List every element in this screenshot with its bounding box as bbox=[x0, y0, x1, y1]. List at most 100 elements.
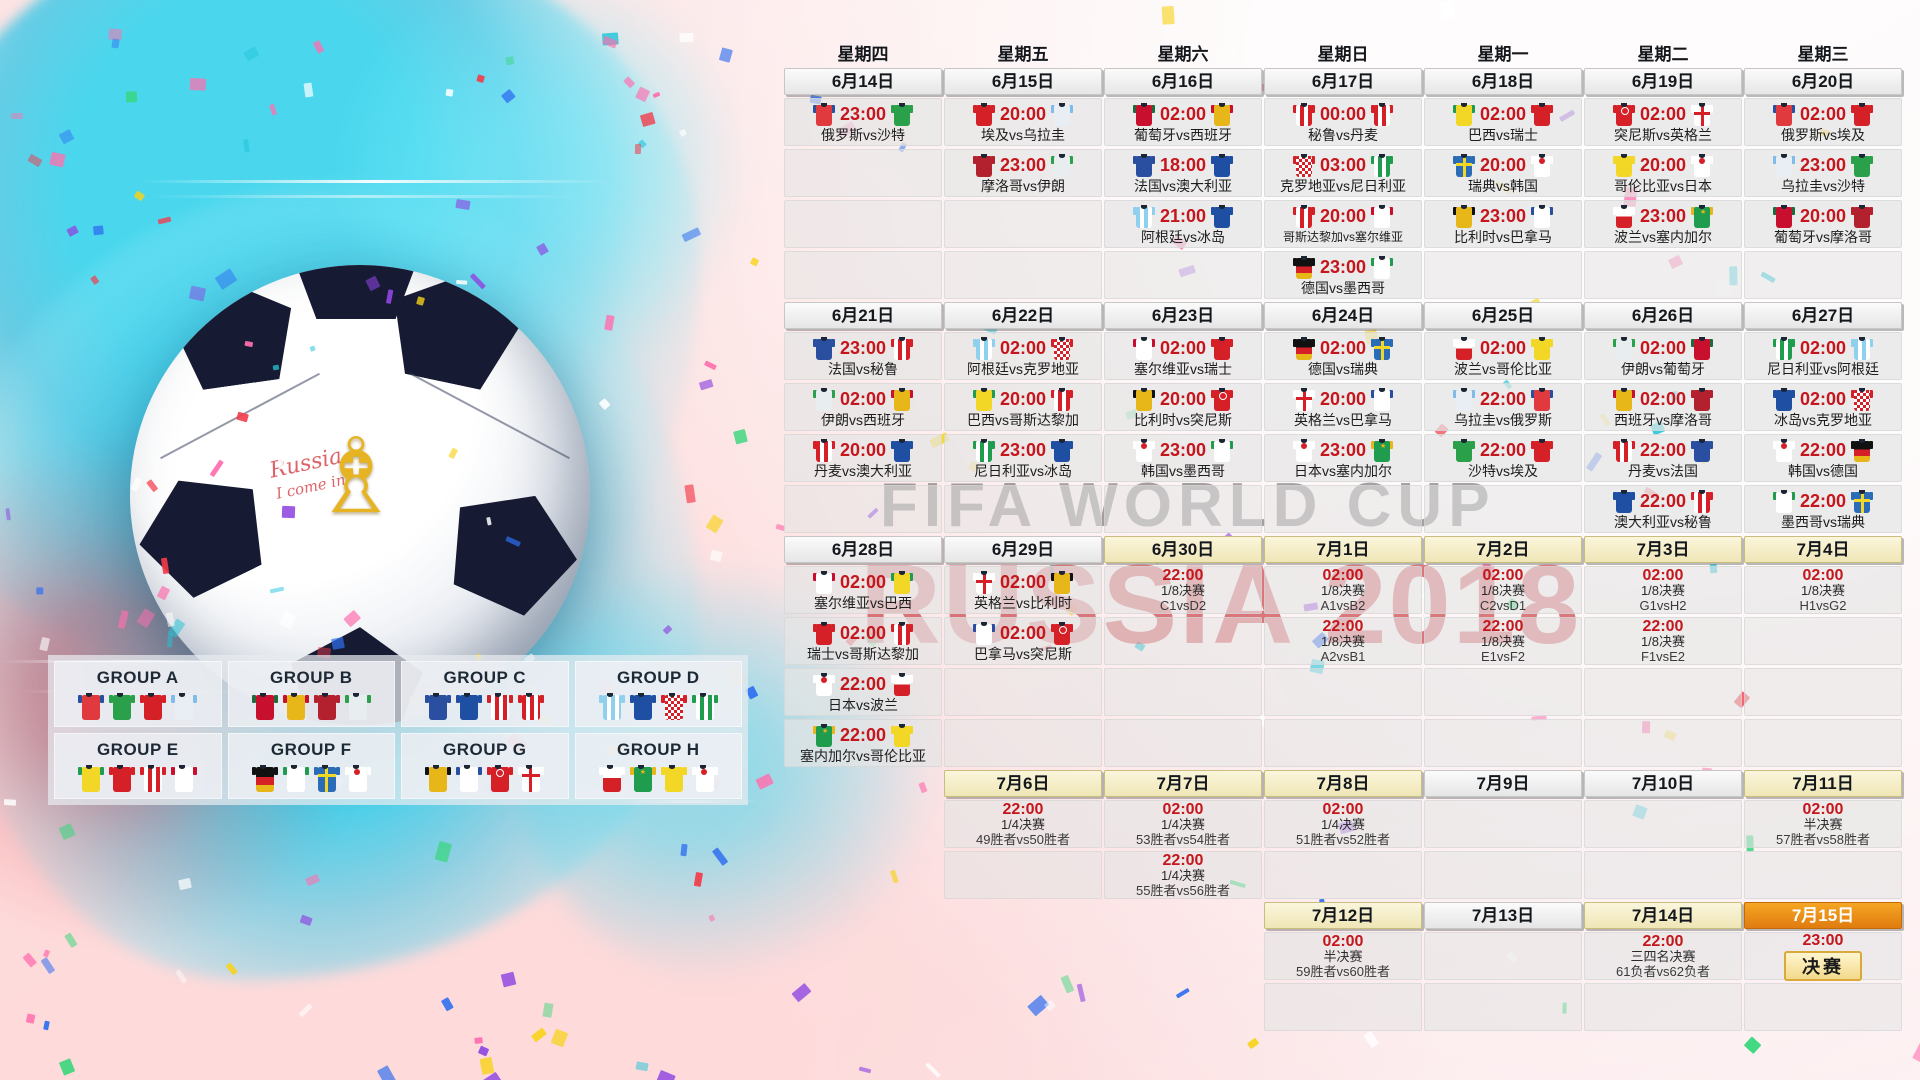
match-cell[interactable]: 22:00 沙特vs埃及 bbox=[1424, 434, 1582, 482]
date-header-cell[interactable]: 7月7日 bbox=[1104, 770, 1262, 797]
group-box[interactable]: GROUP E bbox=[54, 733, 222, 799]
date-header-cell[interactable]: 7月1日 bbox=[1264, 536, 1422, 563]
match-cell[interactable]: 02:00 冰岛vs克罗地亚 bbox=[1744, 383, 1902, 431]
match-cell[interactable]: 00:00 秘鲁vs丹麦 bbox=[1264, 98, 1422, 146]
match-cell[interactable]: 23:00 比利时vs巴拿马 bbox=[1424, 200, 1582, 248]
match-cell[interactable]: 02:00 巴拿马vs突尼斯 bbox=[944, 617, 1102, 665]
date-header-cell[interactable]: 6月14日 bbox=[784, 68, 942, 95]
knockout-match-cell[interactable]: 02:00 1/8决赛 H1vsG2 bbox=[1744, 566, 1902, 614]
knockout-match-cell[interactable]: 22:00 三四名决赛 61负者vs62负者 bbox=[1584, 932, 1742, 980]
date-header-cell[interactable]: 7月2日 bbox=[1424, 536, 1582, 563]
match-cell[interactable]: 23:00 法国vs秘鲁 bbox=[784, 332, 942, 380]
knockout-match-cell[interactable]: 02:00 半决赛 57胜者vs58胜者 bbox=[1744, 800, 1902, 848]
date-header-cell[interactable]: 6月27日 bbox=[1744, 302, 1902, 329]
date-header-cell[interactable]: 7月9日 bbox=[1424, 770, 1582, 797]
date-header-cell[interactable]: 6月21日 bbox=[784, 302, 942, 329]
group-box[interactable]: GROUP A bbox=[54, 661, 222, 727]
knockout-match-cell[interactable]: 22:00 1/4决赛 55胜者vs56胜者 bbox=[1104, 851, 1262, 899]
knockout-match-cell[interactable]: 02:00 1/4决赛 51胜者vs52胜者 bbox=[1264, 800, 1422, 848]
knockout-match-cell[interactable]: 22:00 1/8决赛 F1vsE2 bbox=[1584, 617, 1742, 665]
date-header-cell[interactable]: 7月4日 bbox=[1744, 536, 1902, 563]
knockout-match-cell[interactable]: 02:00 1/8决赛 G1vsH2 bbox=[1584, 566, 1742, 614]
match-cell[interactable]: 23:00 俄罗斯vs沙特 bbox=[784, 98, 942, 146]
date-header-cell[interactable]: 6月19日 bbox=[1584, 68, 1742, 95]
match-cell[interactable]: 02:00 巴西vs瑞士 bbox=[1424, 98, 1582, 146]
group-box[interactable]: GROUP C bbox=[401, 661, 569, 727]
match-cell[interactable]: 23:00 乌拉圭vs沙特 bbox=[1744, 149, 1902, 197]
date-header-cell[interactable]: 7月10日 bbox=[1584, 770, 1742, 797]
match-cell[interactable]: 22:00 澳大利亚vs秘鲁 bbox=[1584, 485, 1742, 533]
match-cell[interactable]: 23:00 尼日利亚vs冰岛 bbox=[944, 434, 1102, 482]
match-cell[interactable]: 20:00 比利时vs突尼斯 bbox=[1104, 383, 1262, 431]
match-cell[interactable]: 02:00 塞尔维亚vs巴西 bbox=[784, 566, 942, 614]
group-box[interactable]: GROUP G bbox=[401, 733, 569, 799]
date-header-cell[interactable]: 7月8日 bbox=[1264, 770, 1422, 797]
match-cell[interactable]: 02:00 英格兰vs比利时 bbox=[944, 566, 1102, 614]
knockout-match-cell[interactable]: 02:00 半决赛 59胜者vs60胜者 bbox=[1264, 932, 1422, 980]
match-cell[interactable]: 21:00 阿根廷vs冰岛 bbox=[1104, 200, 1262, 248]
match-cell[interactable]: 02:00 瑞士vs哥斯达黎加 bbox=[784, 617, 942, 665]
match-cell[interactable]: ★ 22:00 塞内加尔vs哥伦比亚 bbox=[784, 719, 942, 767]
match-cell[interactable]: 20:00 瑞典vs韩国 bbox=[1424, 149, 1582, 197]
knockout-match-cell[interactable]: 22:00 1/8决赛 C1vsD2 bbox=[1104, 566, 1262, 614]
date-header-cell[interactable]: 6月17日 bbox=[1264, 68, 1422, 95]
match-cell[interactable]: 22:00 日本vs波兰 bbox=[784, 668, 942, 716]
match-cell[interactable]: 02:00 伊朗vs葡萄牙 bbox=[1584, 332, 1742, 380]
date-header-cell[interactable]: 6月20日 bbox=[1744, 68, 1902, 95]
date-header-cell[interactable]: 6月16日 bbox=[1104, 68, 1262, 95]
date-header-cell[interactable]: 6月23日 bbox=[1104, 302, 1262, 329]
match-cell[interactable]: 02:00 尼日利亚vs阿根廷 bbox=[1744, 332, 1902, 380]
match-cell[interactable]: 02:00 阿根廷vs克罗地亚 bbox=[944, 332, 1102, 380]
match-cell[interactable]: 03:00 克罗地亚vs尼日利亚 bbox=[1264, 149, 1422, 197]
match-cell[interactable]: 23:00 德国vs墨西哥 bbox=[1264, 251, 1422, 299]
group-box[interactable]: GROUP B bbox=[227, 661, 395, 727]
match-cell[interactable]: 22:00 乌拉圭vs俄罗斯 bbox=[1424, 383, 1582, 431]
match-cell[interactable]: 02:00 葡萄牙vs西班牙 bbox=[1104, 98, 1262, 146]
match-cell[interactable]: 22:00 墨西哥vs瑞典 bbox=[1744, 485, 1902, 533]
date-header-cell[interactable]: 6月28日 bbox=[784, 536, 942, 563]
match-cell[interactable]: 22:00 韩国vs德国 bbox=[1744, 434, 1902, 482]
match-cell[interactable]: 02:00 塞尔维亚vs瑞士 bbox=[1104, 332, 1262, 380]
date-header-cell[interactable]: 7月6日 bbox=[944, 770, 1102, 797]
date-header-cell[interactable]: 6月15日 bbox=[944, 68, 1102, 95]
date-header-cell[interactable]: 6月26日 bbox=[1584, 302, 1742, 329]
group-box[interactable]: GROUP F bbox=[227, 733, 395, 799]
group-box[interactable]: GROUP D bbox=[574, 661, 742, 727]
date-header-cell[interactable]: 6月25日 bbox=[1424, 302, 1582, 329]
date-header-cell[interactable]: 6月24日 bbox=[1264, 302, 1422, 329]
date-header-cell[interactable]: 7月14日 bbox=[1584, 902, 1742, 929]
knockout-match-cell[interactable]: 02:00 1/8决赛 C2vsD1 bbox=[1424, 566, 1582, 614]
match-cell[interactable]: 18:00 法国vs澳大利亚 bbox=[1104, 149, 1262, 197]
date-header-cell[interactable]: 7月13日 bbox=[1424, 902, 1582, 929]
match-cell[interactable]: 23:00 ★ 日本vs塞内加尔 bbox=[1264, 434, 1422, 482]
match-cell[interactable]: 20:00 丹麦vs澳大利亚 bbox=[784, 434, 942, 482]
match-cell[interactable]: 23:00 摩洛哥vs伊朗 bbox=[944, 149, 1102, 197]
match-cell[interactable]: 22:00 丹麦vs法国 bbox=[1584, 434, 1742, 482]
knockout-match-cell[interactable]: 02:00 1/8决赛 A1vsB2 bbox=[1264, 566, 1422, 614]
date-header-cell[interactable]: 6月22日 bbox=[944, 302, 1102, 329]
match-cell[interactable]: 20:00 英格兰vs巴拿马 bbox=[1264, 383, 1422, 431]
match-cell[interactable]: 02:00 俄罗斯vs埃及 bbox=[1744, 98, 1902, 146]
date-header-cell[interactable]: 6月18日 bbox=[1424, 68, 1582, 95]
date-header-cell[interactable]: 7月3日 bbox=[1584, 536, 1742, 563]
match-cell[interactable]: 02:00 西班牙vs摩洛哥 bbox=[1584, 383, 1742, 431]
match-cell[interactable]: 23:00 韩国vs墨西哥 bbox=[1104, 434, 1262, 482]
match-cell[interactable]: 02:00 伊朗vs西班牙 bbox=[784, 383, 942, 431]
knockout-match-cell[interactable]: 22:00 1/8决赛 A2vsB1 bbox=[1264, 617, 1422, 665]
knockout-match-cell[interactable]: 22:00 1/4决赛 49胜者vs50胜者 bbox=[944, 800, 1102, 848]
match-cell[interactable]: 02:00 波兰vs哥伦比亚 bbox=[1424, 332, 1582, 380]
knockout-match-cell[interactable]: 02:00 1/4决赛 53胜者vs54胜者 bbox=[1104, 800, 1262, 848]
match-cell[interactable]: 20:00 哥伦比亚vs日本 bbox=[1584, 149, 1742, 197]
knockout-match-cell[interactable]: 22:00 1/8决赛 E1vsF2 bbox=[1424, 617, 1582, 665]
date-header-cell[interactable]: 6月30日 bbox=[1104, 536, 1262, 563]
date-header-cell[interactable]: 7月15日 bbox=[1744, 902, 1902, 929]
final-match-cell[interactable]: 23:00 决赛 bbox=[1744, 932, 1902, 981]
match-cell[interactable]: 20:00 葡萄牙vs摩洛哥 bbox=[1744, 200, 1902, 248]
match-cell[interactable]: 02:00 德国vs瑞典 bbox=[1264, 332, 1422, 380]
match-cell[interactable]: 20:00 巴西vs哥斯达黎加 bbox=[944, 383, 1102, 431]
date-header-cell[interactable]: 7月11日 bbox=[1744, 770, 1902, 797]
match-cell[interactable]: 20:00 埃及vs乌拉圭 bbox=[944, 98, 1102, 146]
group-box[interactable]: GROUP H ★ bbox=[574, 733, 742, 799]
date-header-cell[interactable]: 6月29日 bbox=[944, 536, 1102, 563]
match-cell[interactable]: 20:00 哥斯达黎加vs塞尔维亚 bbox=[1264, 200, 1422, 248]
